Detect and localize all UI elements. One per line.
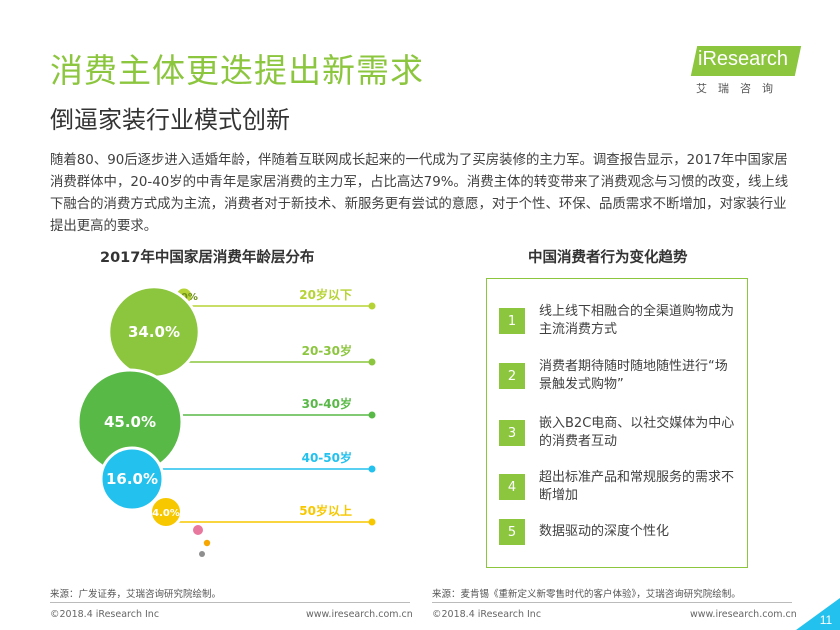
source-note-left: 来源：广发证券，艾瑞咨询研究院绘制。: [50, 589, 222, 600]
connector-dot: [368, 518, 376, 526]
connector-dot: [368, 358, 376, 366]
trend-item: 1 线上线下相融合的全渠道购物成为主流消费方式: [499, 303, 739, 339]
page-number: 11: [820, 613, 833, 627]
age-bubble: [99, 446, 165, 512]
age-category-label: 30-40岁: [302, 396, 352, 411]
footer-divider-right: [432, 602, 792, 603]
trend-text: 消费者期待随时随地随性进行“场景触发式购物”: [539, 359, 728, 392]
age-chart-title: 2017年中国家居消费年龄层分布: [100, 250, 315, 266]
age-category-label: 20-30岁: [302, 343, 352, 358]
age-distribution-chart: 1.0%20岁以下34.0%20-30岁45.0%30-40岁16.0%40-5…: [76, 285, 376, 557]
bubble-value-label: 4.0%: [152, 508, 180, 519]
decorative-dot: [193, 525, 203, 535]
footer-divider-left: [50, 602, 410, 603]
trend-item: 4 超出标准产品和常规服务的需求不断增加: [499, 469, 739, 505]
page-subtitle: 倒逼家装行业模式创新: [50, 106, 290, 134]
iresearch-logo: iResearch 艾瑞咨询: [690, 46, 802, 100]
trend-number-badge: 3: [499, 420, 525, 446]
age-category-label: 40-50岁: [302, 450, 352, 465]
trend-text: 嵌入B2C电商、以社交媒体为中心的消费者互动: [539, 416, 735, 449]
bubble-value-label: 45.0%: [104, 413, 156, 431]
age-category-label: 20岁以下: [299, 287, 352, 302]
trend-text: 线上线下相融合的全渠道购物成为主流消费方式: [539, 304, 735, 337]
copyright-left: ©2018.4 iResearch Inc: [50, 609, 160, 620]
bubble-value-label: 34.0%: [128, 323, 180, 341]
source-note-right: 来源：麦肯锡《重新定义新零售时代的客户体验》，艾瑞咨询研究院绘制。: [432, 589, 741, 600]
age-category-label: 50岁以上: [299, 503, 352, 518]
logo-text: iResearch: [698, 48, 789, 70]
age-bubble: [148, 494, 184, 530]
trend-number-badge: 1: [499, 308, 525, 334]
trend-number-badge: 5: [499, 519, 525, 545]
website-link-left[interactable]: www.iresearch.com.cn: [306, 609, 413, 620]
trends-panel: 1 线上线下相融合的全渠道购物成为主流消费方式 2 消费者期待随时随地随性进行“…: [486, 278, 748, 568]
decorative-dot: [199, 551, 205, 557]
trend-number-badge: 4: [499, 474, 525, 500]
bubble-value-label: 16.0%: [106, 470, 158, 488]
connector-dot: [368, 302, 376, 310]
page-title: 消费主体更迭提出新需求: [50, 51, 424, 90]
website-link-right[interactable]: www.iresearch.com.cn: [690, 609, 797, 620]
page-corner-shape: [796, 598, 840, 630]
trend-item: 2 消费者期待随时随地随性进行“场景触发式购物”: [499, 358, 739, 394]
trend-number-badge: 2: [499, 363, 525, 389]
intro-paragraph: 随着80、90后逐步进入适婚年龄，伴随着互联网成长起来的一代成为了买房装修的主力…: [50, 153, 789, 234]
trends-title: 中国消费者行为变化趋势: [528, 250, 688, 266]
copyright-right: ©2018.4 iResearch Inc: [432, 609, 542, 620]
logo-subtext: 艾瑞咨询: [696, 82, 784, 95]
trend-item: 5 数据驱动的深度个性化: [499, 519, 739, 545]
trend-text: 数据驱动的深度个性化: [539, 524, 670, 539]
decorative-dot: [203, 539, 211, 547]
connector-dot: [368, 465, 376, 473]
trend-item: 3 嵌入B2C电商、以社交媒体为中心的消费者互动: [499, 415, 739, 451]
connector-dot: [368, 411, 376, 419]
page-number-badge: 11: [796, 598, 840, 630]
trend-text: 超出标准产品和常规服务的需求不断增加: [539, 470, 735, 503]
